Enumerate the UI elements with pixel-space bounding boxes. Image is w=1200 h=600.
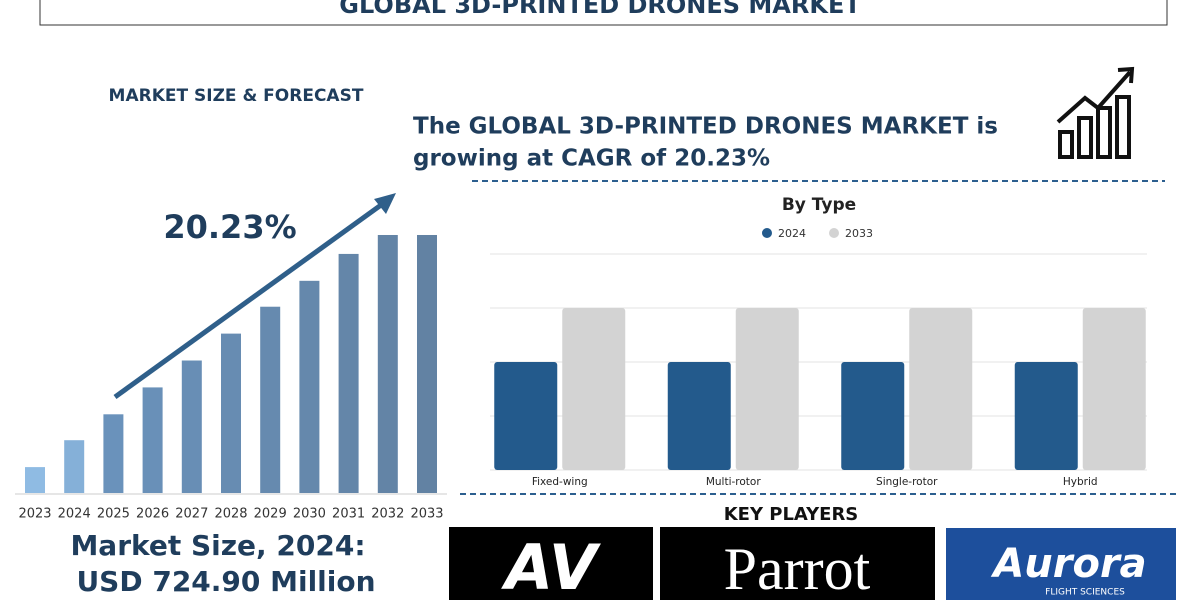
x-tick-label: 2024 [58, 507, 91, 522]
growth-icon [1056, 66, 1135, 159]
headline-line: The GLOBAL 3D-PRINTED DRONES MARKET is [413, 114, 998, 140]
bar [25, 467, 45, 493]
bar [299, 280, 320, 493]
x-tick-label: Fixed-wing [532, 476, 588, 488]
trend-arrow-head [374, 193, 396, 214]
page-title: GLOBAL 3D-PRINTED DRONES MARKET [339, 0, 861, 19]
headline-line: growing at CAGR of 20.23% [413, 146, 770, 172]
x-tick-label: 2026 [136, 507, 169, 522]
bar [494, 362, 558, 470]
bar [841, 362, 905, 470]
x-tick-label: Single-rotor [876, 476, 938, 488]
x-tick-label: 2032 [371, 507, 404, 522]
logo-box [449, 527, 653, 600]
market-size: Market Size, 2024: [70, 529, 365, 562]
x-tick-label: 2023 [18, 507, 51, 522]
logo-text: Aurora [990, 541, 1146, 587]
bar [142, 387, 163, 493]
logo-text: AV [500, 531, 602, 600]
x-tick-label: 2033 [410, 507, 443, 522]
x-tick-label: 2030 [293, 507, 326, 522]
bar [377, 234, 398, 493]
x-tick-label: 2028 [214, 507, 247, 522]
logo-text: Parrot [724, 536, 871, 600]
section-label: MARKET SIZE & FORECAST [109, 86, 364, 106]
x-tick-label: Multi-rotor [706, 476, 762, 488]
bar [1082, 308, 1146, 470]
legend-label: 2024 [778, 227, 806, 240]
bar [64, 440, 85, 493]
market-size: USD 724.90 Million [76, 565, 375, 598]
bar [103, 414, 124, 493]
x-tick-label: 2027 [175, 507, 208, 522]
cagr-annotation: 20.23% [163, 208, 296, 246]
logo-box [660, 527, 935, 600]
bar [417, 234, 437, 493]
x-tick-label: Hybrid [1063, 476, 1098, 488]
bar [562, 308, 626, 470]
bar [667, 362, 731, 470]
logo-text: FLIGHT SCIENCES [1045, 588, 1125, 598]
x-tick-label: 2029 [254, 507, 287, 522]
legend-swatch [762, 228, 772, 238]
title-box [39, 0, 1168, 26]
x-tick-label: 2031 [332, 507, 365, 522]
key-players-title: KEY PLAYERS [724, 504, 859, 525]
bar [909, 308, 973, 470]
logo-box [946, 528, 1176, 600]
bar [260, 306, 281, 493]
bar [338, 253, 359, 493]
bar [735, 308, 799, 470]
x-tick-label: 2025 [97, 507, 130, 522]
legend-label: 2033 [845, 227, 873, 240]
bar [181, 360, 202, 493]
bar [221, 333, 241, 493]
trend-arrow [113, 197, 390, 400]
chart-title: By Type [782, 195, 856, 215]
bar [1014, 362, 1078, 470]
legend-swatch [829, 228, 839, 238]
